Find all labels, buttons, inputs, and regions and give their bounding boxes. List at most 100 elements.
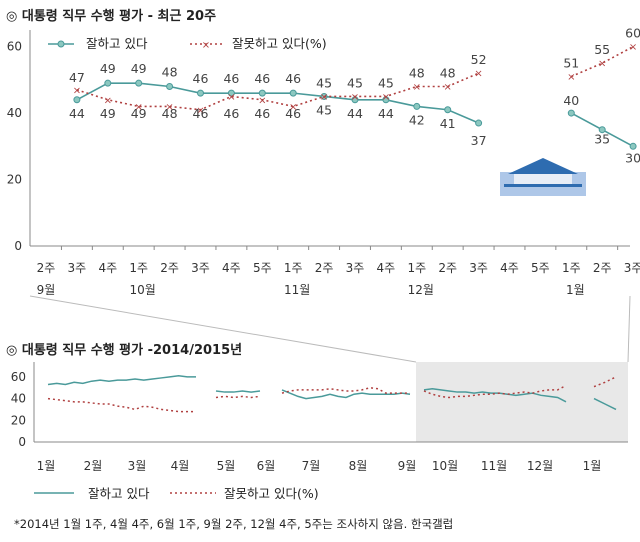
x-month-label: 12월 (408, 283, 434, 297)
approve-line (76, 82, 479, 124)
approve-data-label: 48 (162, 106, 178, 121)
x-month-label: 10월 (130, 283, 156, 297)
disapprove-line-2 (47, 397, 196, 413)
approve-data-label-top: 49 (131, 61, 147, 76)
approve-point (475, 119, 483, 127)
disapprove-point: × (258, 95, 266, 106)
x-month-label-2: 1월 (37, 459, 56, 473)
approve-data-label: 37 (471, 133, 487, 148)
approve-line-2 (593, 397, 617, 411)
disapprove-line-2 (593, 376, 617, 388)
legend-disapprove-marker: × (202, 40, 210, 51)
building-roof (508, 158, 578, 174)
building-front (514, 174, 572, 184)
disapprove-data-label: 45 (378, 75, 394, 90)
disapprove-line (570, 45, 634, 78)
x-tick-label: 2주 (593, 261, 612, 275)
x-month-label-2: 4월 (171, 459, 190, 473)
approve-data-label: 44 (347, 106, 363, 121)
approve-data-label-top: 46 (285, 71, 301, 86)
disapprove-point: × (73, 85, 81, 96)
legend-approve-label: 잘하고 있다 (86, 36, 148, 51)
x-tick-label: 5주 (531, 261, 550, 275)
x-month-label-2: 10월 (432, 459, 458, 473)
disapprove-point: × (598, 59, 606, 70)
approve-data-label: 49 (100, 106, 116, 121)
y-tick-label-2: 0 (18, 435, 26, 449)
disapprove-data-label: 48 (440, 65, 456, 80)
x-month-label-2: 1월 (583, 459, 602, 473)
approve-line-2 (47, 375, 196, 386)
approve-point (598, 126, 606, 134)
x-month-label-2: 5월 (217, 459, 236, 473)
approve-point (567, 109, 575, 117)
approve-point (258, 89, 266, 97)
y-tick-label-2: 60 (11, 370, 26, 384)
disapprove-line-2 (281, 386, 410, 394)
x-tick-label: 1주 (129, 261, 148, 275)
x-tick-label: 3주 (469, 261, 488, 275)
x-tick-label: 5주 (253, 261, 272, 275)
legend-approve-marker (57, 40, 65, 48)
disapprove-data-label: 60 (625, 26, 640, 41)
x-month-label-2: 9월 (398, 459, 417, 473)
legend-disapprove-label: 잘못하고 있다(%) (232, 36, 327, 51)
y-tick-label: 0 (14, 239, 22, 253)
approve-data-label: 46 (285, 106, 301, 121)
disapprove-point: × (165, 102, 173, 113)
approve-data-label-top: 49 (100, 61, 116, 76)
approve-point (413, 102, 421, 110)
disapprove-point: × (289, 102, 297, 113)
approve-line-2 (215, 390, 261, 393)
approve-data-label: 35 (594, 132, 610, 147)
disapprove-line-2 (423, 384, 567, 399)
x-tick-label: 2주 (438, 261, 457, 275)
legend2-approve-label: 잘하고 있다 (88, 486, 150, 501)
x-tick-label: 3주 (624, 261, 640, 275)
legend2-disapprove-label: 잘못하고 있다(%) (224, 486, 319, 501)
x-month-label-2: 11월 (481, 459, 507, 473)
x-month-label-2: 6월 (257, 459, 276, 473)
approve-data-label: 46 (193, 106, 209, 121)
approve-data-label: 30 (625, 150, 640, 165)
x-tick-label: 3주 (346, 261, 365, 275)
x-tick-label: 2주 (315, 261, 334, 275)
x-month-label-2: 12월 (527, 459, 553, 473)
x-tick-label: 1주 (562, 261, 581, 275)
approve-data-label-top: 46 (254, 71, 270, 86)
x-tick-label: 4주 (377, 261, 396, 275)
disapprove-point: × (444, 82, 452, 93)
approve-point (444, 106, 452, 114)
x-month-label-2: 2월 (84, 459, 103, 473)
approve-point (166, 82, 174, 90)
disapprove-line-2 (215, 395, 261, 399)
x-tick-label: 1주 (284, 261, 303, 275)
chart2-title: ◎ 대통령 직무 수행 평가 -2014/2015년 (6, 343, 243, 358)
x-month-label-2: 8월 (349, 459, 368, 473)
approve-data-label: 42 (409, 112, 425, 127)
approve-data-label: 45 (316, 102, 332, 117)
disapprove-point: × (382, 92, 390, 103)
disapprove-data-label: 45 (316, 75, 332, 90)
x-tick-label: 2주 (160, 261, 179, 275)
approve-data-label: 46 (254, 106, 270, 121)
y-tick-label-2: 40 (11, 392, 26, 406)
approve-data-label: 40 (563, 93, 579, 108)
disapprove-point: × (413, 82, 421, 93)
disapprove-point: × (629, 42, 637, 53)
disapprove-data-label: 52 (471, 52, 487, 67)
approve-line-2 (281, 389, 411, 400)
approve-point (197, 89, 204, 97)
disapprove-point: × (351, 92, 359, 103)
approve-point (73, 96, 81, 104)
disapprove-data-label: 45 (347, 75, 363, 90)
approve-data-label: 49 (131, 106, 147, 121)
chart1-plot: 0 20 40 60 2주 3주 4주 1주 2주 3주 4주 5주 1주 2주 3주 4주 1주 2주 3주 4주 5… (7, 26, 640, 297)
x-tick-label: 3주 (68, 261, 87, 275)
x-tick-label: 2주 (37, 261, 56, 275)
approve-data-label: 41 (440, 116, 456, 131)
x-tick-label: 1주 (407, 261, 426, 275)
disapprove-data-label: 47 (69, 70, 85, 85)
approve-data-label-top: 48 (162, 64, 178, 79)
